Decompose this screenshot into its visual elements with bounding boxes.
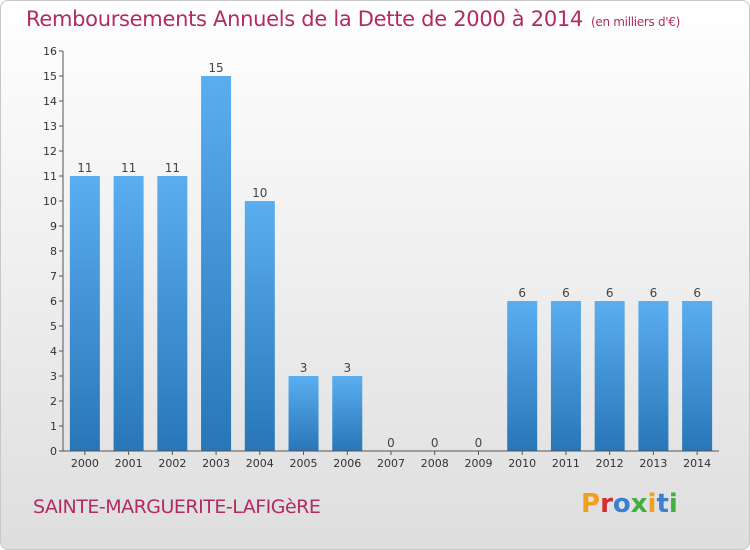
y-tick-label: 16 [43, 45, 57, 58]
chart-unit: (en milliers d'€) [591, 15, 681, 29]
x-tick-label: 2009 [464, 457, 492, 470]
bar[interactable] [157, 176, 188, 451]
bar[interactable] [244, 201, 275, 451]
bar[interactable] [550, 301, 581, 451]
x-tick-label: 2002 [158, 457, 186, 470]
y-tick-label: 5 [50, 320, 57, 333]
x-tick-label: 2014 [683, 457, 711, 470]
chart-title-text: Remboursements Annuels de la Dette de 20… [26, 7, 583, 31]
y-tick-label: 10 [43, 195, 57, 208]
x-tick-label: 2010 [508, 457, 536, 470]
data-label: 11 [165, 161, 180, 175]
x-tick-label: 2001 [115, 457, 143, 470]
data-label: 6 [562, 286, 570, 300]
bar[interactable] [682, 301, 713, 451]
logo-letter: i [647, 489, 657, 519]
data-label: 6 [650, 286, 658, 300]
bar[interactable] [638, 301, 669, 451]
data-label: 6 [693, 286, 701, 300]
logo-letter: x [630, 489, 648, 519]
bar[interactable] [507, 301, 538, 451]
data-label: 3 [343, 361, 351, 375]
x-tick-label: 2013 [639, 457, 667, 470]
x-tick-label: 2012 [596, 457, 624, 470]
logo-letter: r [600, 489, 613, 519]
y-tick-label: 14 [43, 95, 57, 108]
data-label: 0 [475, 436, 483, 450]
x-tick-label: 2003 [202, 457, 230, 470]
commune-name: SAINTE-MARGUERITE-LAFIGèRE [33, 496, 321, 518]
proxiti-logo-text: Proxiti [581, 489, 678, 519]
data-label: 15 [208, 61, 223, 75]
x-tick-label: 2008 [421, 457, 449, 470]
y-tick-label: 13 [43, 120, 57, 133]
bar[interactable] [594, 301, 625, 451]
chart-title: Remboursements Annuels de la Dette de 20… [26, 7, 680, 31]
y-tick-label: 4 [50, 345, 57, 358]
x-tick-label: 2005 [290, 457, 318, 470]
x-tick-label: 2007 [377, 457, 405, 470]
logo-letter: i [668, 489, 678, 519]
x-tick-label: 2000 [71, 457, 99, 470]
data-label: 11 [121, 161, 136, 175]
logo-letter: P [581, 489, 601, 519]
x-tick-label: 2011 [552, 457, 580, 470]
data-label: 3 [300, 361, 308, 375]
y-tick-label: 7 [50, 270, 57, 283]
data-label: 0 [387, 436, 395, 450]
y-tick-label: 15 [43, 70, 57, 83]
data-label: 0 [431, 436, 439, 450]
proxiti-logo[interactable]: Proxiti [581, 489, 678, 519]
y-tick-label: 9 [50, 220, 57, 233]
data-label: 11 [77, 161, 92, 175]
logo-letter: o [612, 489, 631, 519]
x-tick-label: 2006 [333, 457, 361, 470]
logo-letter: t [656, 489, 669, 519]
y-tick-label: 12 [43, 145, 57, 158]
y-tick-label: 6 [50, 295, 57, 308]
y-tick-label: 8 [50, 245, 57, 258]
bar[interactable] [332, 376, 363, 451]
y-tick-label: 2 [50, 395, 57, 408]
y-tick-label: 11 [43, 170, 57, 183]
y-tick-label: 1 [50, 420, 57, 433]
data-label: 10 [252, 186, 267, 200]
bar[interactable] [201, 76, 232, 451]
y-tick-label: 0 [50, 445, 57, 458]
bar[interactable] [113, 176, 144, 451]
bar[interactable] [69, 176, 100, 451]
bar[interactable] [288, 376, 319, 451]
data-label: 6 [606, 286, 614, 300]
x-tick-label: 2004 [246, 457, 274, 470]
data-label: 6 [518, 286, 526, 300]
y-tick-label: 3 [50, 370, 57, 383]
